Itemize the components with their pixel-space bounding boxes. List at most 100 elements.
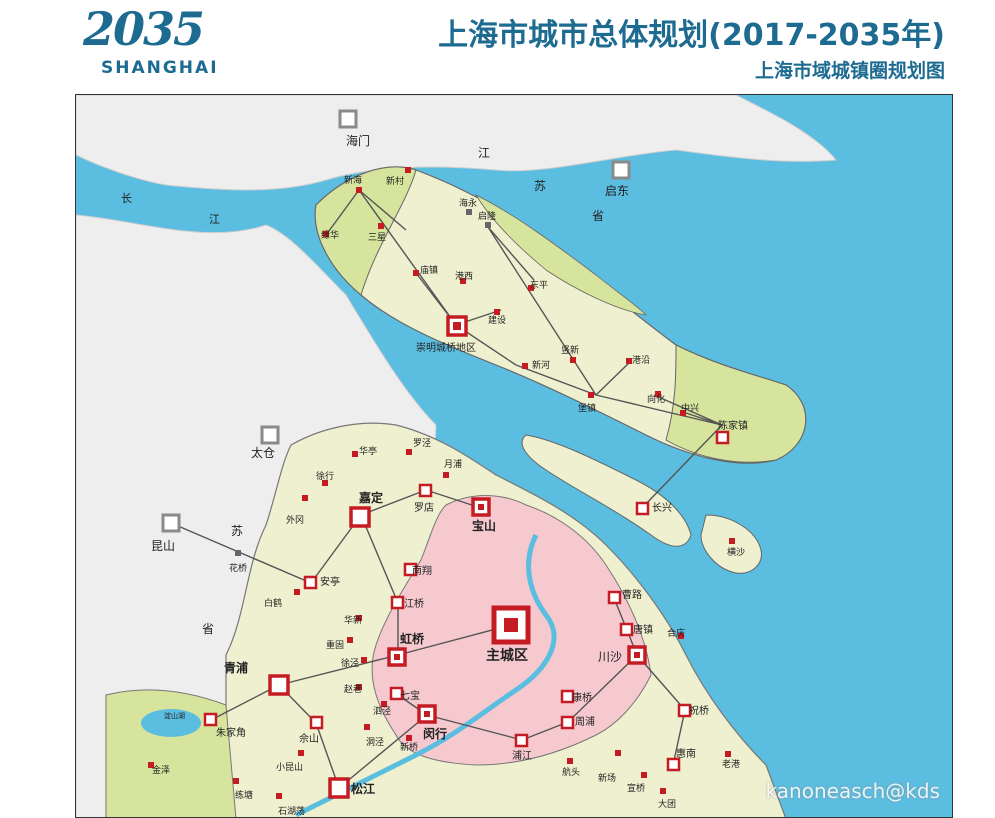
svg-text:华新: 华新 <box>344 614 362 626</box>
huangpu-river <box>294 533 557 817</box>
sub-changxing <box>635 501 650 516</box>
svg-text:宝山: 宝山 <box>472 518 496 533</box>
svg-text:祝桥: 祝桥 <box>689 704 709 717</box>
outside-city-haimen <box>338 109 358 129</box>
svg-text:陈家镇: 陈家镇 <box>718 419 748 432</box>
sub-centers[interactable] <box>203 430 730 772</box>
province-label-su-2: 苏 <box>231 524 243 538</box>
svg-text:庙镇: 庙镇 <box>420 264 438 276</box>
svg-text:小昆山: 小昆山 <box>276 762 303 773</box>
svg-text:唐镇: 唐镇 <box>633 623 653 636</box>
main-city-node[interactable]: 主城区 <box>486 605 531 664</box>
page-subtitle: 上海市域城镇圈规划图 <box>754 60 945 82</box>
svg-text:朱家角: 朱家角 <box>216 726 246 739</box>
svg-text:惠南: 惠南 <box>676 747 696 760</box>
connections <box>170 189 723 789</box>
svg-text:华亭: 华亭 <box>359 445 377 457</box>
logo-city: SHANGHAI <box>101 58 219 78</box>
eco-zone-west <box>105 689 237 817</box>
svg-text:佘山: 佘山 <box>299 732 319 745</box>
sub-jiangqiao <box>390 595 405 610</box>
svg-text:罗店: 罗店 <box>414 501 434 514</box>
center-hongqiao: 虹桥 <box>387 631 425 667</box>
outside-city-qidong <box>611 160 631 180</box>
svg-text:赵巷: 赵巷 <box>344 683 362 695</box>
sub-huinan <box>666 757 681 772</box>
dianshan-lake <box>141 709 201 737</box>
center-minhang: 闵行 <box>417 704 447 741</box>
svg-text:虹桥: 虹桥 <box>400 631 425 646</box>
svg-text:周浦: 周浦 <box>575 715 595 728</box>
svg-text:港西: 港西 <box>455 270 473 282</box>
svg-text:宣桥: 宣桥 <box>627 782 645 794</box>
center-chongming: 崇明城桥地区 <box>416 315 476 354</box>
sub-sheshan <box>309 715 324 730</box>
center-chuansha: 川沙 <box>598 645 647 665</box>
svg-text:堡镇: 堡镇 <box>578 402 596 414</box>
lake-label: 淀山湖 <box>164 711 185 720</box>
svg-text:新海: 新海 <box>344 174 362 186</box>
outside-city-kunshan <box>161 513 181 533</box>
svg-text:海永: 海永 <box>459 197 477 209</box>
map-frame[interactable]: 长 江 江 苏 省 苏 省 <box>75 94 953 818</box>
sub-pujiang <box>514 733 529 748</box>
svg-text:石湖荡: 石湖荡 <box>278 805 305 817</box>
river-label-jiang: 江 <box>209 213 220 226</box>
svg-text:竖新: 竖新 <box>561 344 579 356</box>
center-qingpu: 青浦 <box>224 660 290 696</box>
chongming-west-eco <box>314 166 417 296</box>
svg-text:新村: 新村 <box>386 175 404 187</box>
sub-qibao <box>389 686 404 701</box>
header: 2035 SHANGHAI 上海市城市总体规划(2017-2035年) 上海市域… <box>0 0 995 94</box>
outside-cities <box>161 109 631 533</box>
svg-text:港沿: 港沿 <box>632 354 650 366</box>
center-songjiang: 松江 <box>328 777 375 799</box>
svg-text:青浦: 青浦 <box>224 660 248 675</box>
svg-text:嘉定: 嘉定 <box>358 490 383 505</box>
province-label-jiang: 江 <box>478 146 490 160</box>
svg-text:川沙: 川沙 <box>598 650 622 664</box>
svg-text:泗泾: 泗泾 <box>373 705 391 717</box>
province-label-sheng-2: 省 <box>202 622 214 636</box>
svg-text:花桥: 花桥 <box>229 562 247 574</box>
svg-text:康桥: 康桥 <box>572 691 592 704</box>
province-label-sheng: 省 <box>592 209 604 223</box>
center-jiading: 嘉定 <box>349 490 383 528</box>
changxing-island <box>521 434 692 547</box>
label-haimen: 海门 <box>346 133 370 148</box>
town-labels: 新海 新村 绿华 三星 庙镇 港西 建设 东平 新河 竖新 港沿 堡镇 向化 中… <box>152 174 745 817</box>
svg-text:曹路: 曹路 <box>622 588 642 601</box>
svg-text:月浦: 月浦 <box>444 458 462 470</box>
sub-zhujiajiao <box>203 712 218 727</box>
outside-city-taicang <box>260 425 280 445</box>
province-label-su: 苏 <box>534 179 546 193</box>
sub-zhoupu <box>560 715 575 730</box>
svg-text:徐行: 徐行 <box>316 470 334 482</box>
sub-tangzhen <box>619 622 634 637</box>
sub-zhuqiao <box>677 703 692 718</box>
svg-text:老港: 老港 <box>722 758 740 770</box>
svg-text:长兴: 长兴 <box>652 502 672 514</box>
main-city-label: 主城区 <box>486 647 528 664</box>
svg-text:向化: 向化 <box>647 393 665 405</box>
svg-text:外冈: 外冈 <box>286 514 304 526</box>
svg-text:重固: 重固 <box>326 639 344 651</box>
chongming-east-eco <box>665 344 807 463</box>
center-baoshan: 宝山 <box>471 497 496 533</box>
svg-text:南翔: 南翔 <box>412 564 432 577</box>
logo-year: 2035 <box>83 2 205 56</box>
svg-text:三星: 三星 <box>368 232 386 243</box>
svg-text:东平: 东平 <box>530 279 548 291</box>
svg-text:闵行: 闵行 <box>423 726 447 741</box>
svg-text:横沙: 横沙 <box>727 546 745 558</box>
watermark: kanoneasch@kds <box>765 779 940 803</box>
sub-kangqiao <box>560 689 575 704</box>
map-canvas[interactable]: 长 江 江 苏 省 苏 省 <box>76 95 953 818</box>
svg-text:崇明城桥地区: 崇明城桥地区 <box>416 341 476 354</box>
svg-text:新场: 新场 <box>598 772 616 784</box>
svg-text:七宝: 七宝 <box>400 689 420 702</box>
sub-anting <box>303 575 318 590</box>
major-centers[interactable]: 崇明城桥地区 嘉定 宝山 虹桥 青浦 <box>224 315 647 799</box>
svg-text:金泽: 金泽 <box>152 764 170 776</box>
svg-text:练塘: 练塘 <box>235 789 253 801</box>
